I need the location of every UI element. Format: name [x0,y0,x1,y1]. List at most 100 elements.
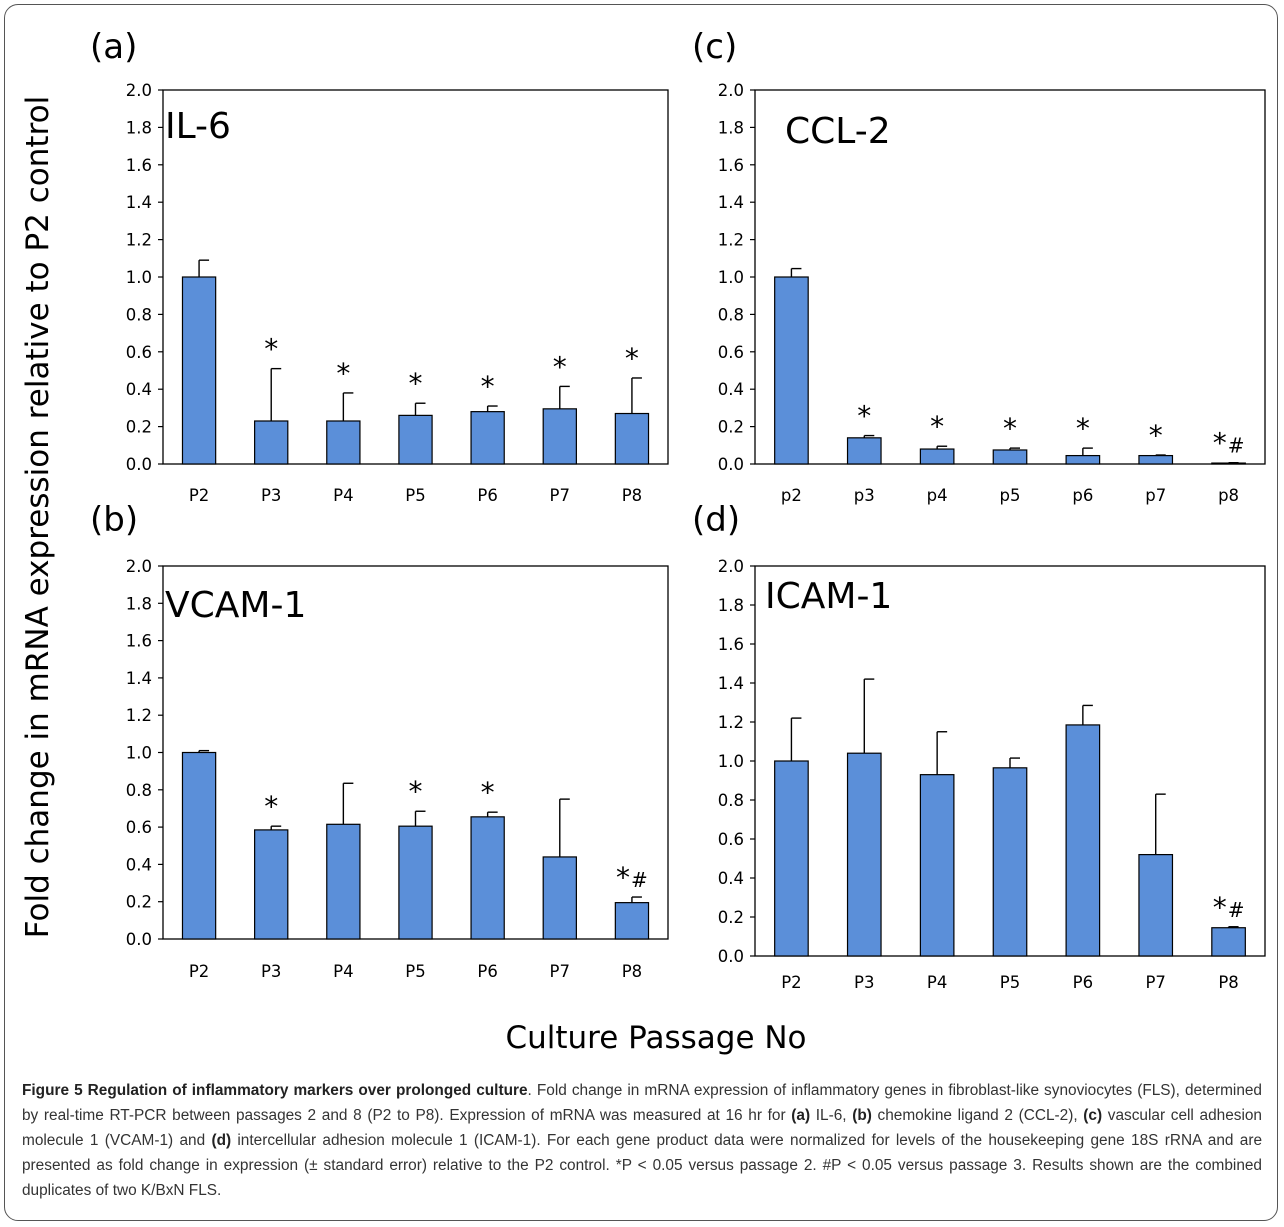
bar-p7 [1138,454,1174,465]
chart-title: VCAM-1 [165,585,306,626]
y-tick-label: 0.0 [718,947,744,966]
bar-p2 [774,276,809,465]
y-tick-label: 1.8 [126,118,152,137]
significance-marker: * [409,775,423,808]
category-label: P3 [261,486,281,505]
y-tick-label: 1.4 [718,193,744,212]
bar-P2 [181,751,217,940]
panel-d: (d) ICAM-1 0.0 0.2 0.4 0.6 0.8 1.0 1.2 1.4 1.6 1.8 2… [692,500,1266,992]
y-tick-label: 1.6 [718,156,744,175]
bar-P5 [992,767,1028,957]
significance-marker: * [1076,412,1090,445]
y-tick-label: 1.4 [718,674,744,693]
y-tick-label: 0.4 [718,869,744,888]
bar-P5 [398,414,433,465]
caption-title: Figure 5 Regulation of inflammatory mark… [22,1082,528,1099]
bar-P3 [254,420,289,465]
bar-P6 [1065,724,1101,957]
y-tick-label: 0.6 [126,818,152,837]
y-tick-label: 0.2 [126,418,152,437]
caption-label-b: (b) [852,1107,872,1124]
y-tick-label: 1.4 [126,193,152,212]
y-tick-label: 1.0 [126,744,152,763]
caption-text-1: . Fold change in mRNA expression of infl… [22,1082,1262,1124]
y-tick-label: 0.4 [126,855,152,874]
y-tick-label: 0.4 [718,380,744,399]
bar-P8 [614,412,650,465]
category-label: p6 [1072,486,1093,505]
category-label: P2 [189,486,209,505]
figure-caption: Figure 5 Regulation of inflammatory mark… [22,1078,1262,1203]
y-tick-label: 0.0 [718,455,744,474]
category-label: P3 [854,973,874,992]
y-tick-label: 1.2 [718,231,744,250]
significance-marker: * [264,790,278,823]
caption-text-b: chemokine ligand 2 (CCL-2), [871,1107,1084,1124]
significance-marker: * [481,370,495,403]
significance-marker: *# [1213,891,1245,924]
y-tick-label: 2.0 [718,81,744,100]
category-label: P6 [477,962,497,981]
category-label: P7 [550,962,570,981]
panel-label: (d) [692,500,740,540]
category-label: P5 [1000,973,1020,992]
panel-label: (b) [90,500,138,540]
bar-P2 [181,276,217,465]
chart-title: IL-6 [165,106,231,147]
bar-p6 [1065,454,1101,465]
significance-marker: * [857,400,871,433]
y-tick-label: 0.6 [126,343,152,362]
category-label: P8 [622,486,642,505]
bar-P3 [254,829,289,940]
category-label: P8 [1218,973,1238,992]
bar-P4 [326,823,361,940]
y-tick-label: 1.2 [126,706,152,725]
bar-p5 [992,449,1028,465]
figure-charts: Fold change in mRNA expression relative … [20,27,1266,1056]
bar-P4 [326,420,361,465]
panel-c: (c) CCL-2 0.0 0.2 0.4 0.6 0.8 1.0 1.2 1.4 1.6 1.8 2.… [692,27,1266,505]
y-tick-label: 1.6 [126,156,152,175]
y-tick-label: 0.8 [718,791,744,810]
y-axis-label: Fold change in mRNA expression relative … [20,96,56,938]
significance-marker: * [553,350,567,383]
significance-marker: *# [1213,427,1245,460]
bar-P7 [542,856,577,940]
category-label: P4 [333,486,353,505]
x-axis-label: Culture Passage No [505,1020,806,1056]
bar-P6 [470,816,505,940]
caption-text-a: IL-6, [810,1107,853,1124]
significance-marker: *# [616,861,648,894]
significance-marker: * [336,357,350,390]
bar-P8 [1211,927,1246,957]
y-tick-label: 1.0 [126,268,152,287]
category-label: p4 [927,486,948,505]
panel-label: (a) [90,27,137,67]
category-label: P4 [927,973,947,992]
caption-text-c: vascular cell adhesion molecule 1 (VCAM-… [22,1107,1262,1149]
bar-P5 [398,825,433,940]
y-tick-label: 0.0 [126,455,152,474]
bar-P7 [542,408,577,465]
category-label: P7 [550,486,570,505]
y-tick-label: 0.8 [126,781,152,800]
bar-p3 [846,437,882,465]
y-tick-label: 1.6 [126,632,152,651]
significance-marker: * [625,342,639,375]
y-tick-label: 1.0 [718,268,744,287]
y-tick-label: 0.8 [126,305,152,324]
y-tick-label: 1.8 [718,596,744,615]
significance-marker: * [930,410,944,443]
bar-P7 [1138,853,1174,957]
y-tick-label: 1.8 [718,118,744,137]
chart-title: CCL-2 [785,111,891,152]
y-tick-label: 1.2 [718,713,744,732]
y-tick-label: 1.2 [126,231,152,250]
category-label: P8 [622,962,642,981]
caption-label-c: (c) [1083,1107,1103,1124]
y-tick-label: 1.4 [126,669,152,688]
y-tick-label: 0.2 [718,908,744,927]
bar-P8 [614,902,650,940]
caption-label-d: (d) [211,1132,232,1149]
significance-marker: * [1149,419,1163,452]
